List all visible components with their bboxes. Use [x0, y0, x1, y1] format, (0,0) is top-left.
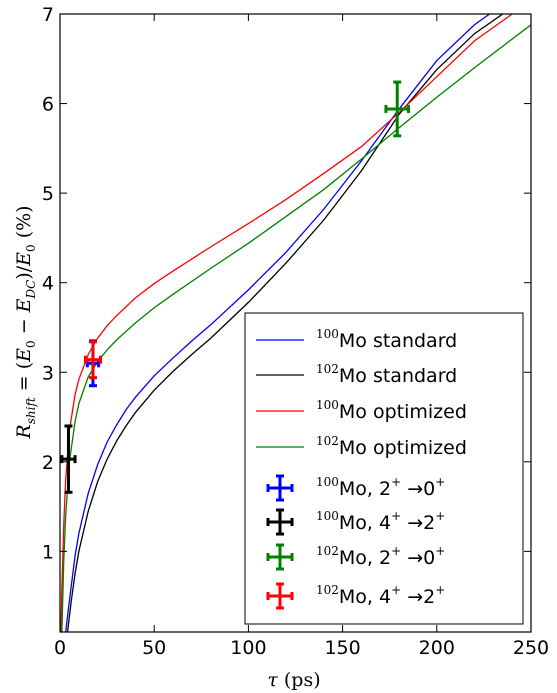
y-tick-label-0: 1 [42, 541, 54, 563]
x-tick-label-0: 0 [54, 637, 66, 659]
x-tick-label-5: 250 [513, 637, 549, 659]
legend-errorbar-marker-1 [266, 508, 294, 536]
legend: 100Mo standard 102Mo standard 100Mo optimi… [244, 312, 524, 625]
legend-errorbar-marker-0 [266, 474, 294, 502]
errorbar-point-1 [60, 424, 77, 494]
legend-box [244, 312, 524, 625]
legend-errorbar-label-3: 102Mo, 4+ →2+ [316, 583, 445, 608]
legend-label-2: 100Mo optimized [316, 398, 467, 423]
series-line-3 [61, 24, 531, 632]
legend-errorbar-label-0: 100Mo, 2+ →0+ [316, 475, 445, 500]
errorbar-points [60, 80, 411, 494]
series-line-1 [66, 14, 504, 632]
legend-errorbar-item-0: 100Mo, 2+ →0+ [266, 474, 445, 502]
legend-errorbar-marker-3 [266, 582, 294, 610]
axis-ticks [59, 13, 532, 632]
legend-errorbar-marker-2 [266, 543, 294, 571]
legend-item-1: 102Mo standard [256, 362, 457, 387]
legend-errorbar-label-1: 100Mo, 4+ →2+ [316, 509, 445, 534]
y-tick-label-5: 6 [42, 94, 54, 116]
y-axis-title: Rshift = (E0 − EDC)/E0 (%) [13, 205, 38, 439]
x-tick-label-2: 100 [230, 637, 266, 659]
tick-labels: 0 50 100 150 200 250 1 2 3 4 5 6 7 [42, 4, 549, 659]
y-tick-label-2: 3 [42, 362, 54, 384]
legend-label-0: 100Mo standard [316, 327, 457, 352]
x-axis-title: τ (ps) [267, 669, 320, 691]
legend-errorbar-item-1: 100Mo, 4+ →2+ [266, 508, 445, 536]
legend-item-2: 100Mo optimized [256, 398, 467, 423]
x-tick-label-1: 50 [142, 637, 166, 659]
legend-errorbar-label-2: 102Mo, 2+ →0+ [316, 544, 445, 569]
y-tick-label-1: 2 [42, 452, 54, 474]
legend-item-3: 102Mo optimized [256, 434, 467, 459]
legend-item-0: 100Mo standard [256, 327, 457, 352]
errorbar-point-2 [384, 80, 411, 138]
series-line-0 [65, 14, 490, 632]
x-tick-label-4: 200 [419, 637, 455, 659]
legend-errorbar-item-3: 102Mo, 4+ →2+ [266, 582, 445, 610]
legend-label-3: 102Mo optimized [316, 434, 467, 459]
y-tick-label-4: 5 [42, 183, 54, 205]
y-tick-label-3: 4 [42, 273, 54, 295]
errorbar-point-3 [83, 340, 103, 380]
plot-frame [59, 13, 532, 633]
x-tick-label-3: 150 [324, 637, 360, 659]
y-tick-label-6: 7 [42, 4, 54, 26]
legend-label-1: 102Mo standard [316, 362, 457, 387]
legend-errorbar-item-2: 102Mo, 2+ →0+ [266, 543, 445, 571]
